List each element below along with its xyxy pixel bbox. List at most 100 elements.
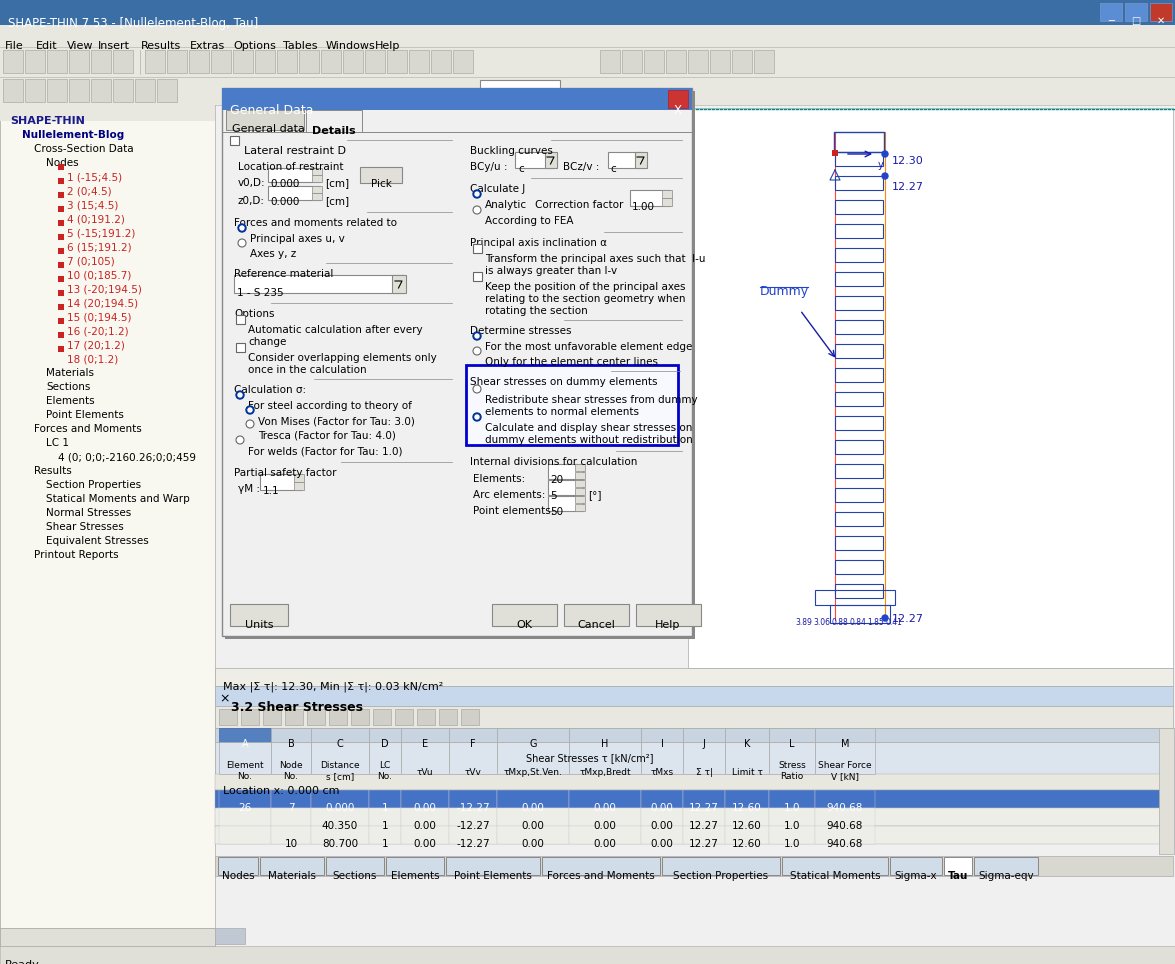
Bar (0, 25, 1175, 47)
Bar (0, 928, 215, 944)
Text: Statical Moments and Warp: Statical Moments and Warp (46, 494, 189, 504)
Bar (311, 790, 369, 808)
Text: relating to the section geometry when: relating to the section geometry when (485, 294, 685, 304)
Text: 1.0: 1.0 (784, 821, 800, 831)
Text: G: G (529, 739, 537, 749)
Bar (369, 808, 401, 826)
Bar (575, 488, 585, 495)
Bar (271, 826, 311, 844)
Text: τMxs: τMxs (651, 768, 673, 777)
Bar (466, 365, 678, 445)
Bar (449, 808, 497, 826)
Bar (241, 709, 258, 725)
Bar (768, 790, 815, 808)
Bar (0, 105, 215, 121)
Bar (47, 79, 67, 102)
Bar (219, 790, 271, 808)
Text: 80.700: 80.700 (322, 839, 358, 849)
Circle shape (882, 615, 888, 621)
Text: Ratio: Ratio (780, 772, 804, 781)
Text: SHAPE-THIN: SHAPE-THIN (11, 116, 85, 126)
Text: 0.00: 0.00 (593, 821, 617, 831)
Bar (58, 178, 63, 184)
Text: change: change (248, 337, 287, 347)
Bar (497, 742, 683, 756)
Bar (260, 857, 324, 875)
Text: 3.89: 3.89 (795, 618, 812, 627)
Bar (642, 742, 683, 774)
Circle shape (246, 420, 254, 428)
Text: V [kN]: V [kN] (831, 772, 859, 781)
Bar (835, 248, 882, 262)
Text: Shear Stresses: Shear Stresses (46, 522, 123, 532)
Bar (497, 808, 569, 826)
Text: 1 (-15;4.5): 1 (-15;4.5) (67, 172, 122, 182)
Bar (725, 728, 768, 742)
Bar (189, 50, 209, 73)
Bar (666, 50, 686, 73)
Text: Forces and moments related to: Forces and moments related to (234, 218, 397, 228)
Text: Tables: Tables (283, 41, 317, 51)
Text: [cm]: [cm] (325, 196, 349, 206)
Text: 12.27: 12.27 (892, 182, 924, 192)
Text: 12.60: 12.60 (732, 821, 761, 831)
Text: Consider overlapping elements only: Consider overlapping elements only (248, 353, 437, 363)
Bar (311, 742, 369, 774)
Bar (569, 742, 642, 774)
Bar (835, 200, 882, 214)
Text: 0.000: 0.000 (270, 197, 300, 207)
Bar (449, 728, 497, 742)
Text: Correction factor: Correction factor (535, 200, 624, 210)
Bar (268, 168, 320, 182)
Bar (311, 728, 369, 742)
Bar (215, 706, 1173, 728)
Bar (329, 709, 347, 725)
Bar (417, 709, 435, 725)
Bar (0, 928, 215, 946)
Bar (834, 132, 884, 152)
Text: Results: Results (34, 466, 72, 476)
Bar (768, 826, 815, 844)
Bar (732, 50, 752, 73)
Bar (548, 480, 583, 495)
Bar (689, 50, 709, 73)
Bar (548, 464, 583, 479)
Circle shape (474, 206, 481, 214)
Text: B: B (288, 739, 295, 749)
Text: Distance: Distance (320, 761, 360, 770)
Bar (369, 742, 401, 774)
Text: Elements: Elements (46, 396, 95, 406)
Bar (542, 857, 660, 875)
Bar (835, 224, 882, 238)
Text: τMxp,St.Ven.: τMxp,St.Ven. (504, 768, 563, 777)
Text: 1.1: 1.1 (263, 486, 280, 496)
Text: 15 (0;194.5): 15 (0;194.5) (67, 312, 132, 322)
Bar (277, 50, 297, 73)
Text: 0.00: 0.00 (651, 839, 673, 849)
Circle shape (240, 226, 244, 230)
Text: 17 (20;1.2): 17 (20;1.2) (67, 340, 125, 350)
Bar (58, 164, 63, 170)
Bar (642, 728, 683, 742)
Text: is always greater than I-v: is always greater than I-v (485, 266, 617, 276)
Bar (1159, 728, 1174, 854)
Bar (215, 790, 1173, 808)
Text: 1: 1 (382, 821, 388, 831)
Text: Dummy: Dummy (760, 285, 810, 298)
Bar (815, 742, 875, 774)
Bar (135, 79, 155, 102)
Bar (815, 590, 895, 605)
Text: Sigma-eqv: Sigma-eqv (978, 871, 1034, 881)
Bar (644, 50, 664, 73)
Text: LC: LC (380, 761, 390, 770)
Bar (311, 808, 369, 826)
Bar (474, 272, 482, 281)
Text: Windows: Windows (325, 41, 376, 51)
Bar (271, 808, 311, 826)
Bar (575, 504, 585, 511)
Bar (431, 50, 451, 73)
Bar (835, 512, 882, 526)
Text: 4 (0;191.2): 4 (0;191.2) (67, 214, 125, 224)
Text: 2 (0;4.5): 2 (0;4.5) (67, 186, 112, 196)
Text: 18 (0;1.2): 18 (0;1.2) (67, 354, 119, 364)
